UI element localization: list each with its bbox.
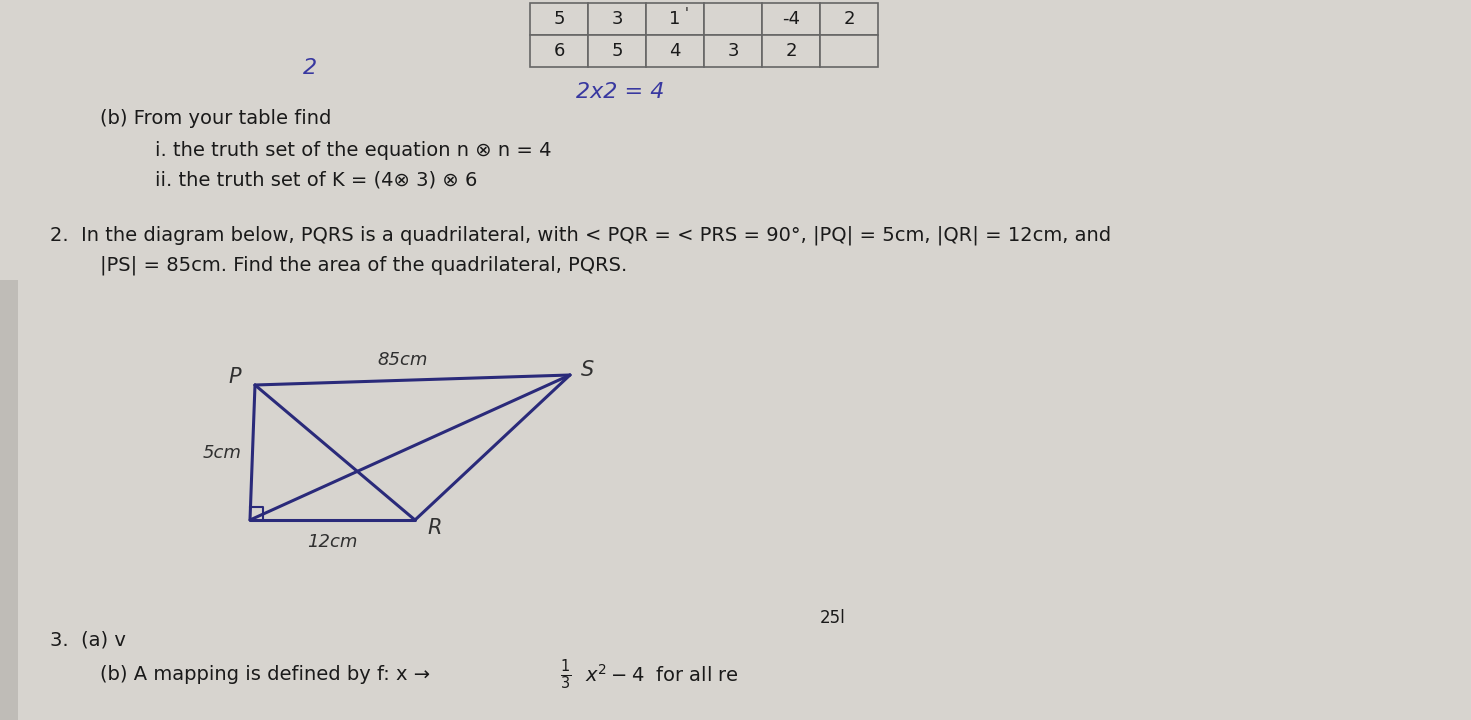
Text: 2.  In the diagram below, PQRS is a quadrilateral, with < PQR = < PRS = 90°, |PQ: 2. In the diagram below, PQRS is a quadr… <box>50 225 1111 245</box>
Text: 5: 5 <box>612 42 622 60</box>
Text: $x^2 - 4$  for all re: $x^2 - 4$ for all re <box>585 664 738 686</box>
Text: 2: 2 <box>303 58 318 78</box>
Text: i. the truth set of the equation n ⊗ n = 4: i. the truth set of the equation n ⊗ n =… <box>154 140 552 160</box>
Text: |PS| = 85cm. Find the area of the quadrilateral, PQRS.: |PS| = 85cm. Find the area of the quadri… <box>100 256 627 275</box>
Text: ': ' <box>684 6 688 19</box>
Bar <box>762 35 819 67</box>
Bar <box>762 3 819 35</box>
Text: 5: 5 <box>553 10 565 28</box>
Text: ii. the truth set of K = (4⊗ 3) ⊗ 6: ii. the truth set of K = (4⊗ 3) ⊗ 6 <box>154 171 478 189</box>
Text: 85cm: 85cm <box>378 351 428 369</box>
Bar <box>530 3 588 35</box>
Bar <box>530 35 588 67</box>
Bar <box>705 3 762 35</box>
Bar <box>646 35 705 67</box>
Text: 12cm: 12cm <box>307 533 357 551</box>
Text: 6: 6 <box>553 42 565 60</box>
Bar <box>705 35 762 67</box>
Text: 2: 2 <box>843 10 855 28</box>
Bar <box>819 3 878 35</box>
Text: -4: -4 <box>783 10 800 28</box>
Text: $\frac{1}{3}$: $\frac{1}{3}$ <box>560 658 571 692</box>
Text: 3: 3 <box>612 10 622 28</box>
Text: 2: 2 <box>786 42 797 60</box>
Text: 4: 4 <box>669 42 681 60</box>
Text: (b) A mapping is defined by f: x →: (b) A mapping is defined by f: x → <box>100 665 437 685</box>
Text: S: S <box>581 360 594 380</box>
Text: 3: 3 <box>727 42 738 60</box>
Text: 5cm: 5cm <box>203 444 241 462</box>
Text: 3.  (a) v: 3. (a) v <box>50 631 127 649</box>
Text: 1: 1 <box>669 10 681 28</box>
FancyBboxPatch shape <box>0 280 18 720</box>
Text: P: P <box>228 367 241 387</box>
Bar <box>588 35 646 67</box>
Text: R: R <box>428 518 443 538</box>
Text: 2x2 = 4: 2x2 = 4 <box>575 82 665 102</box>
Bar <box>819 35 878 67</box>
Text: (b) From your table find: (b) From your table find <box>100 109 331 127</box>
Text: 25l: 25l <box>819 609 846 627</box>
Bar <box>588 3 646 35</box>
Bar <box>646 3 705 35</box>
